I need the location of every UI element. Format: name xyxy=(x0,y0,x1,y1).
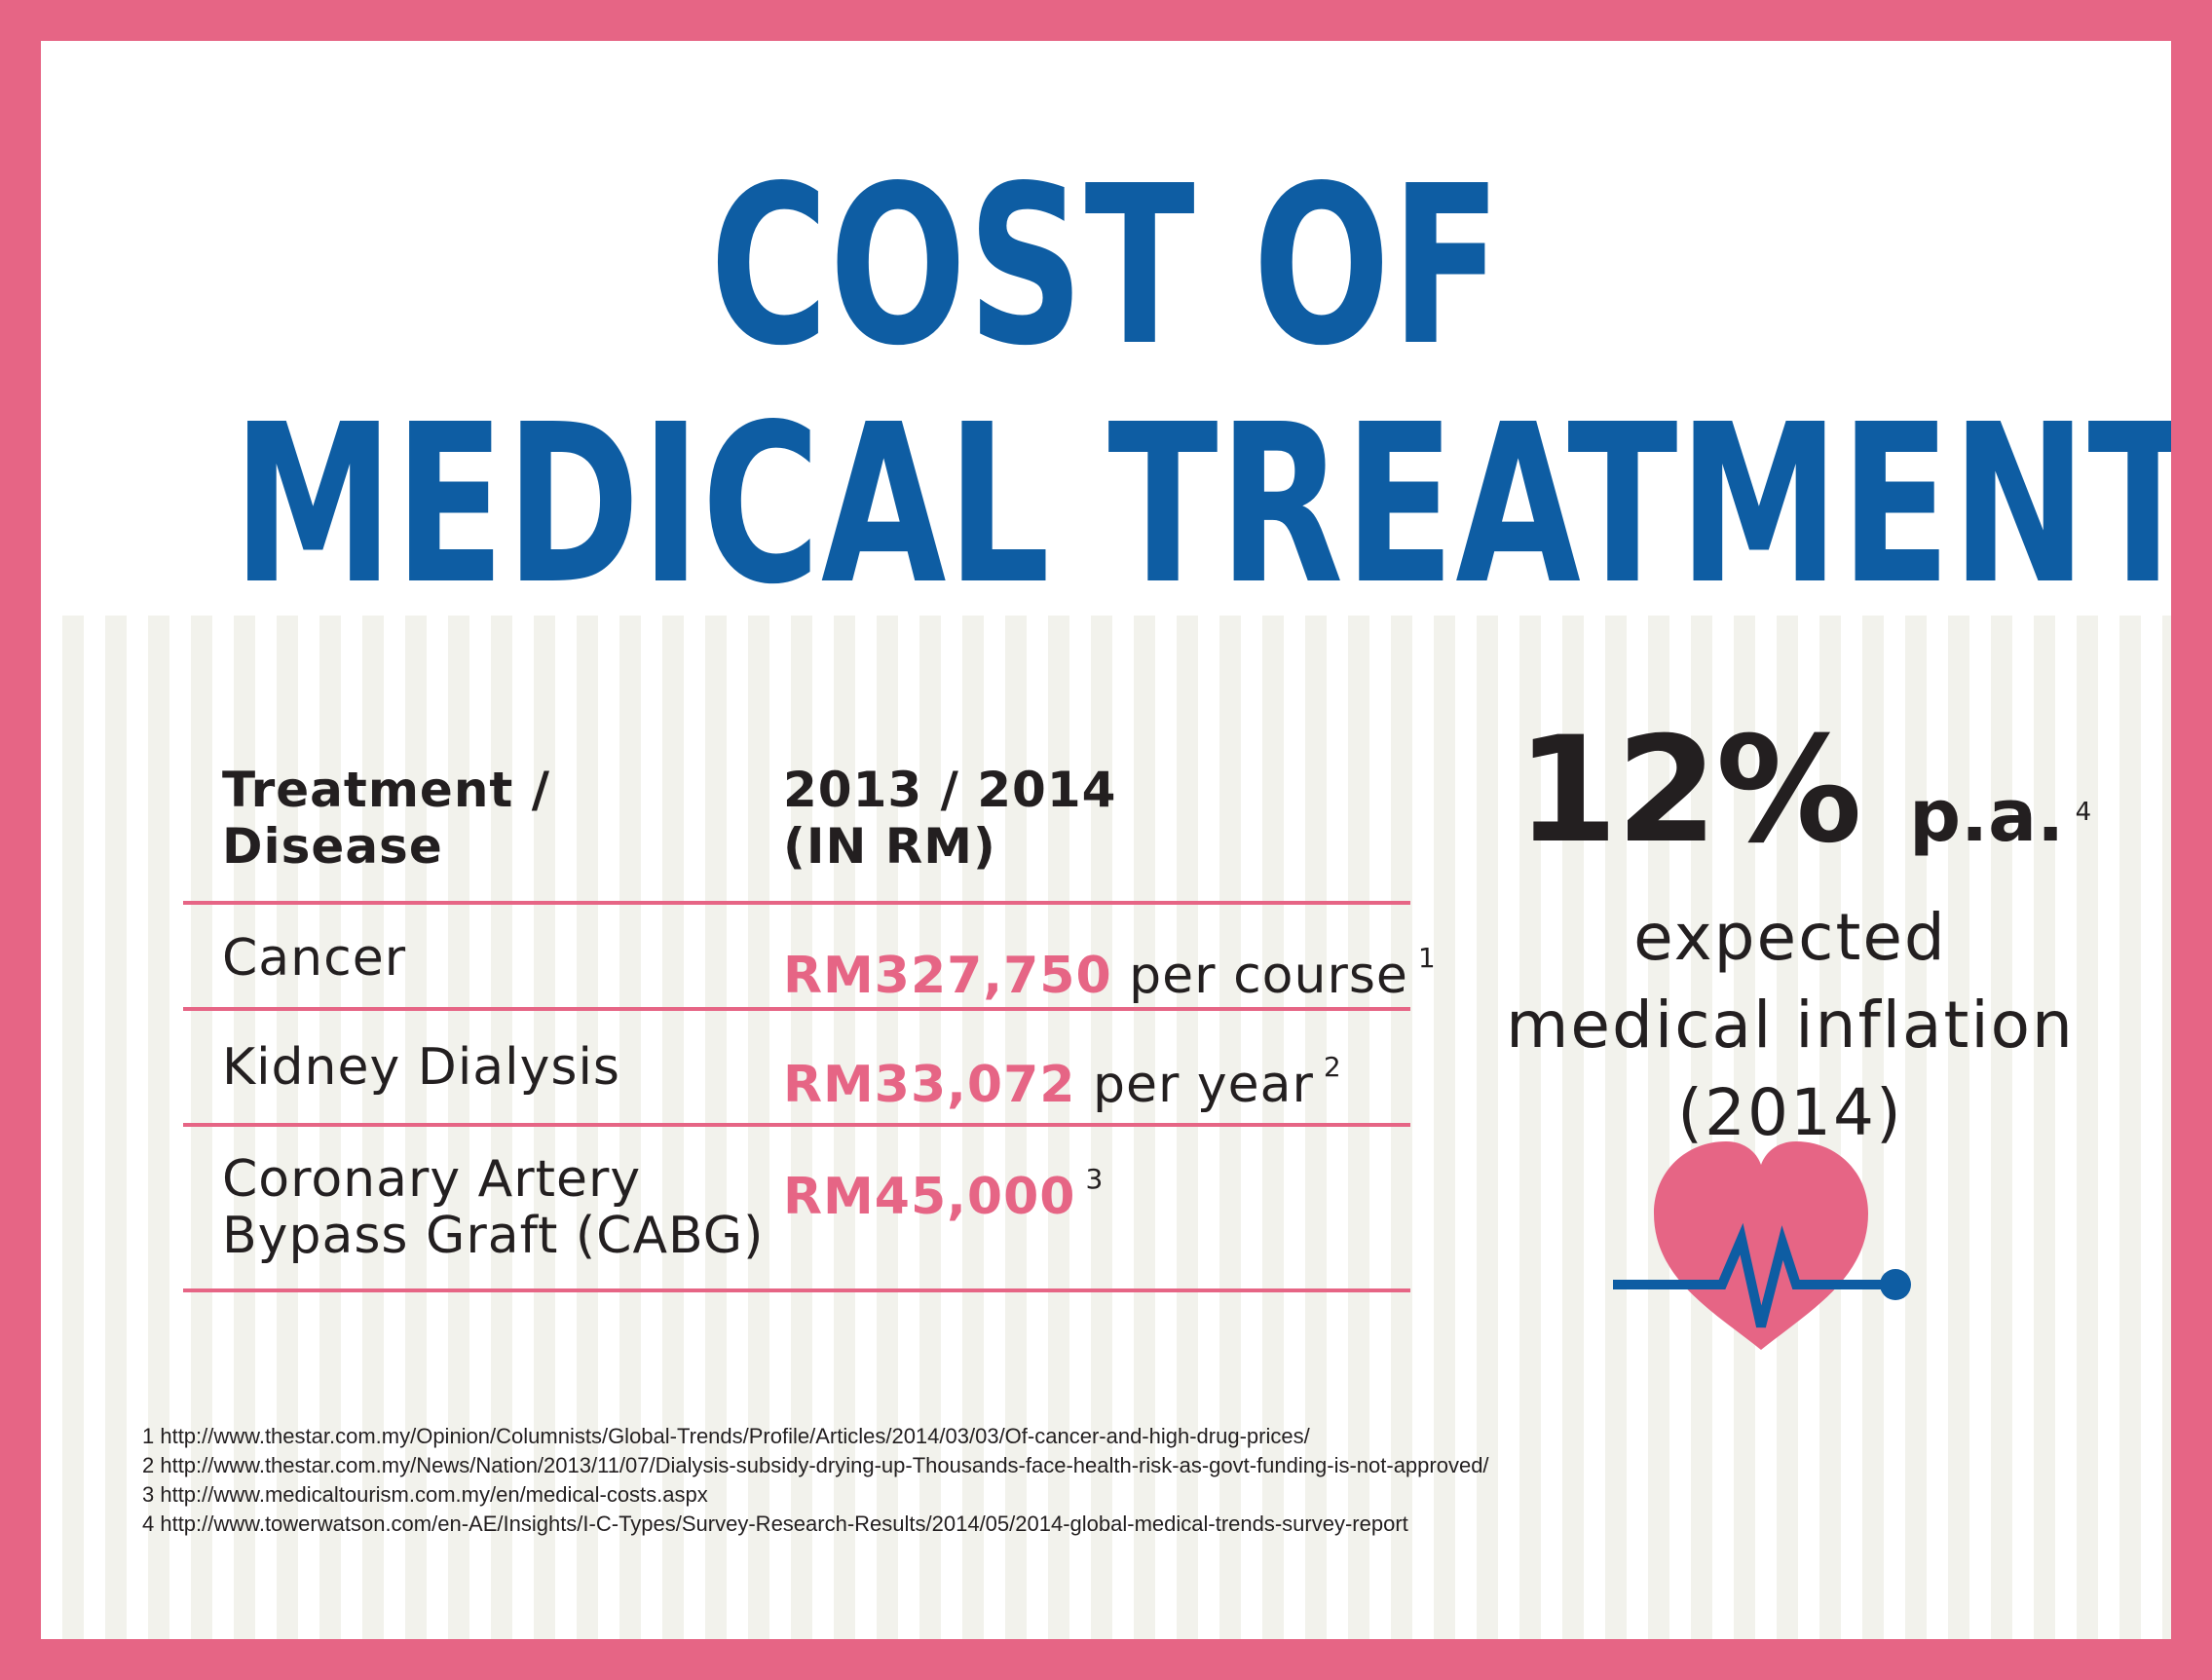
table-divider xyxy=(183,1288,1410,1292)
inflation-ref: 4 xyxy=(2075,798,2091,827)
row-dialysis-ref: 2 xyxy=(1323,1051,1342,1083)
inflation-value: 12% p.a. 4 xyxy=(1517,713,2091,894)
row-cabg-ref: 3 xyxy=(1085,1163,1105,1195)
header-treatment: Treatment / Disease xyxy=(222,762,551,875)
inflation-suffix: p.a. xyxy=(1909,774,2065,858)
inflation-desc-3: (2014) xyxy=(1677,1075,1903,1150)
table-divider xyxy=(183,1007,1410,1011)
striped-background xyxy=(41,616,2171,1639)
header-cost: 2013 / 2014 (IN RM) xyxy=(783,762,1117,875)
heart-pulse-icon xyxy=(1613,1141,1911,1350)
row-cancer-ref: 1 xyxy=(1417,942,1437,974)
row-cabg-amount: RM45,000 xyxy=(783,1168,1076,1226)
title-line-2: MEDICAL TREATMENT xyxy=(232,378,2171,633)
inflation-desc-2: medical inflation xyxy=(1506,988,2075,1063)
inflation-percent: 12% xyxy=(1516,706,1862,876)
row-cabg-cost: RM45,000 3 xyxy=(783,1151,1104,1225)
reference-item: 4 http://www.towerwatson.com/en-AE/Insig… xyxy=(142,1512,1408,1536)
row-cancer-name: Cancer xyxy=(222,929,407,988)
row-cabg-name: Coronary Artery Bypass Graft (CABG) xyxy=(222,1150,765,1265)
row-dialysis-name: Kidney Dialysis xyxy=(222,1038,621,1097)
inflation-stat: 12% p.a. 4 expected medical inflation (2… xyxy=(1410,713,2170,1157)
table-divider xyxy=(183,1123,1410,1127)
references-list: 1 http://www.thestar.com.my/Opinion/Colu… xyxy=(142,1422,1489,1539)
reference-item: 1 http://www.thestar.com.my/Opinion/Colu… xyxy=(142,1424,1310,1448)
inflation-desc-1: expected xyxy=(1633,900,1947,975)
row-dialysis-cost: RM33,072 per year 2 xyxy=(783,1039,1342,1113)
title-line-1: COST OF xyxy=(709,139,1503,394)
page-title: COST OF MEDICAL TREATMENT xyxy=(232,139,2171,633)
table-divider xyxy=(183,901,1410,905)
reference-item: 3 http://www.medicaltourism.com.my/en/me… xyxy=(142,1482,708,1507)
row-dialysis-unit: per year xyxy=(1092,1056,1314,1114)
reference-item: 2 http://www.thestar.com.my/News/Nation/… xyxy=(142,1453,1489,1477)
row-cancer-amount: RM327,750 xyxy=(783,947,1112,1005)
row-cancer-cost: RM327,750 per course 1 xyxy=(783,930,1437,1004)
row-cancer-unit: per course xyxy=(1129,947,1408,1005)
infographic-card: COST OF MEDICAL TREATMENT Treatment / Di… xyxy=(41,41,2171,1639)
row-dialysis-amount: RM33,072 xyxy=(783,1056,1076,1114)
